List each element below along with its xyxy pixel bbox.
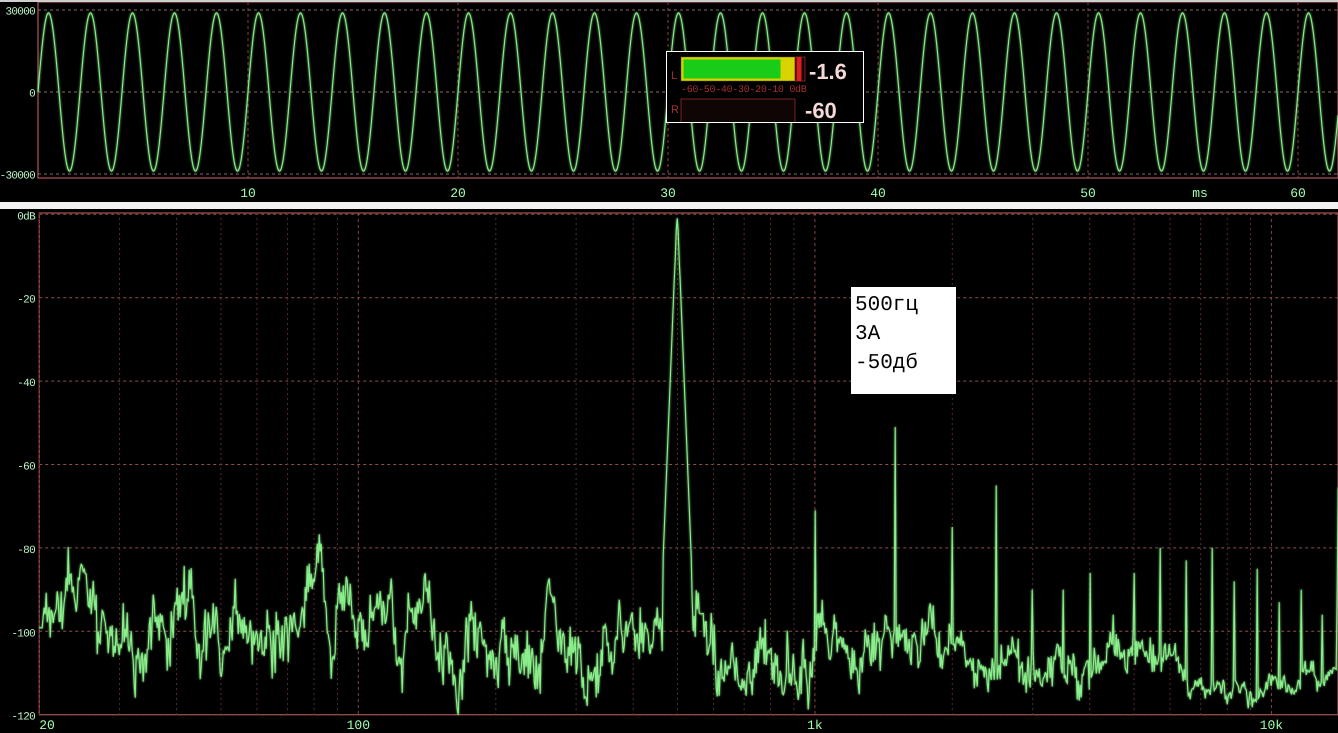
svg-text:60: 60 [1290,186,1306,201]
svg-text:20: 20 [39,718,55,733]
svg-text:-80: -80 [17,545,35,557]
svg-text:100: 100 [347,718,370,733]
svg-text:30000: 30000 [5,7,35,19]
svg-text:-60: -60 [805,98,837,123]
svg-text:50: 50 [1080,186,1096,201]
svg-text:-100: -100 [11,628,35,640]
svg-text:ms: ms [1192,186,1208,201]
svg-text:1k: 1k [807,718,823,733]
svg-text:-40: -40 [17,378,35,390]
svg-text:-30000: -30000 [0,171,35,183]
svg-text:10: 10 [240,186,256,201]
svg-text:10k: 10k [1260,718,1284,733]
svg-text:30: 30 [660,186,676,201]
svg-text:R: R [671,104,679,116]
svg-text:L: L [671,70,677,82]
svg-text:-60: -60 [17,462,35,474]
svg-text:-60-50-40-30-20-10 0dB: -60-50-40-30-20-10 0dB [681,84,807,96]
svg-text:-1.6: -1.6 [809,59,847,84]
svg-text:40: 40 [870,186,886,201]
svg-text:-20: -20 [17,295,35,307]
svg-text:20: 20 [450,186,466,201]
svg-text:-120: -120 [11,712,35,724]
svg-text:0: 0 [29,89,35,101]
svg-text:0dB: 0dB [17,211,36,223]
